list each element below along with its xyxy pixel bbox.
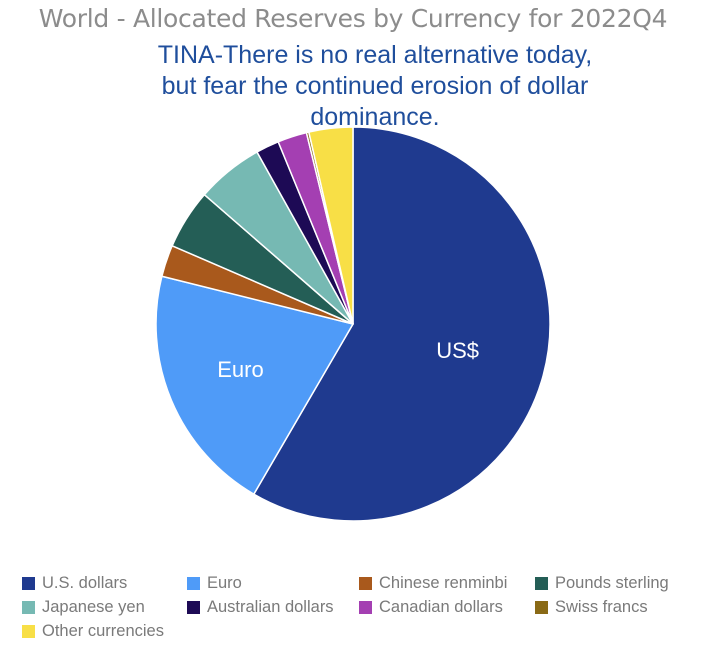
slice-label: US$ [436,338,479,363]
legend-item: Swiss francs [535,596,700,618]
legend-label: Euro [207,573,242,592]
legend-swatch [22,600,35,614]
legend-item: Pounds sterling [535,572,700,594]
legend-label: Japanese yen [42,597,145,616]
legend-label: Canadian dollars [379,597,503,616]
legend-swatch [535,576,548,590]
legend-label: Australian dollars [207,597,334,616]
legend-swatch [22,576,35,590]
annotation-line: but fear the continued erosion of dollar [161,72,589,100]
legend-swatch [187,576,200,590]
legend-swatch [187,600,200,614]
legend-label: Swiss francs [555,597,648,616]
legend-item: Euro [187,572,359,594]
legend-item: Canadian dollars [359,596,535,618]
legend-swatch [22,624,35,638]
pie-slice-euro [155,275,354,495]
legend-item: Australian dollars [187,596,359,618]
legend-item: U.S. dollars [22,572,187,594]
legend-label: Chinese renminbi [379,573,508,592]
legend-item: Other currencies [22,620,187,642]
annotation-line: TINA-There is no real alternative today, [157,41,593,69]
pie-slice-other-currencies [308,126,354,325]
legend-item: Chinese renminbi [359,572,535,594]
legend-swatch [359,576,372,590]
legend-label: Other currencies [42,621,164,640]
legend-item: Japanese yen [22,596,187,618]
legend-label: U.S. dollars [42,573,128,592]
chart-annotation: TINA-There is no real alternative today,… [90,40,660,133]
annotation-line: dominance. [310,103,440,131]
chart-title: World - Allocated Reserves by Currency f… [38,4,668,33]
legend-swatch [359,600,372,614]
legend-label: Pounds sterling [555,573,669,592]
slice-label: Euro [217,357,263,382]
legend: U.S. dollars Euro Chinese renminbi Pounds s… [22,572,702,642]
pie-slice-u-s-dollars [253,126,551,522]
legend-swatch [535,600,548,614]
